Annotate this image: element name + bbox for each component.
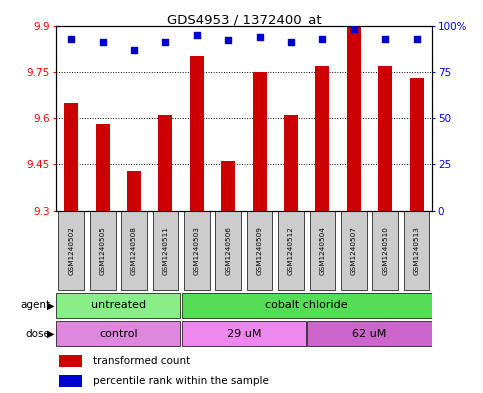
Text: agent: agent xyxy=(21,300,51,310)
Text: cobalt chloride: cobalt chloride xyxy=(265,300,348,310)
Text: GSM1240510: GSM1240510 xyxy=(382,226,388,275)
Bar xyxy=(284,115,298,211)
Bar xyxy=(410,78,424,211)
Bar xyxy=(121,211,147,290)
Point xyxy=(287,39,295,45)
Text: GSM1240502: GSM1240502 xyxy=(68,226,74,275)
Text: GSM1240509: GSM1240509 xyxy=(256,226,263,275)
Bar xyxy=(378,66,392,211)
Bar xyxy=(404,211,429,290)
Point xyxy=(68,35,75,42)
Text: percentile rank within the sample: percentile rank within the sample xyxy=(93,376,269,386)
Bar xyxy=(59,355,82,367)
Text: transformed count: transformed count xyxy=(93,356,190,366)
Text: 29 uM: 29 uM xyxy=(227,329,261,339)
Bar xyxy=(307,321,432,346)
Point xyxy=(224,37,232,44)
Bar xyxy=(58,211,84,290)
Text: GSM1240511: GSM1240511 xyxy=(162,226,169,275)
Bar xyxy=(253,72,267,211)
Point xyxy=(256,33,264,40)
Point xyxy=(412,35,420,42)
Bar xyxy=(127,171,141,211)
Bar xyxy=(182,321,306,346)
Text: dose: dose xyxy=(26,329,51,339)
Text: GSM1240505: GSM1240505 xyxy=(99,226,106,275)
Bar xyxy=(153,211,178,290)
Point xyxy=(130,46,138,53)
Bar xyxy=(190,56,204,211)
Text: ▶: ▶ xyxy=(46,300,54,310)
Bar xyxy=(56,321,181,346)
Bar xyxy=(59,375,82,387)
Bar xyxy=(278,211,304,290)
Bar xyxy=(310,211,335,290)
Point xyxy=(161,39,170,45)
Bar xyxy=(90,211,115,290)
Point xyxy=(319,35,327,42)
Bar xyxy=(372,211,398,290)
Text: GDS4953 / 1372400_at: GDS4953 / 1372400_at xyxy=(167,13,321,26)
Bar xyxy=(64,103,78,211)
Bar xyxy=(184,211,210,290)
Point xyxy=(99,39,107,45)
Text: GSM1240504: GSM1240504 xyxy=(319,226,326,275)
Bar xyxy=(341,211,367,290)
Text: GSM1240507: GSM1240507 xyxy=(351,226,357,275)
Text: GSM1240513: GSM1240513 xyxy=(413,226,420,275)
Point xyxy=(382,35,389,42)
Text: control: control xyxy=(99,329,138,339)
Text: ▶: ▶ xyxy=(46,329,54,339)
Bar xyxy=(158,115,172,211)
Bar xyxy=(56,293,181,318)
Point xyxy=(193,32,201,38)
Bar xyxy=(182,293,432,318)
Bar xyxy=(315,66,329,211)
Text: GSM1240503: GSM1240503 xyxy=(194,226,200,275)
Bar xyxy=(221,161,235,211)
Text: 62 uM: 62 uM xyxy=(352,329,387,339)
Text: GSM1240512: GSM1240512 xyxy=(288,226,294,275)
Text: GSM1240508: GSM1240508 xyxy=(131,226,137,275)
Text: untreated: untreated xyxy=(91,300,146,310)
Text: GSM1240506: GSM1240506 xyxy=(225,226,231,275)
Bar xyxy=(247,211,272,290)
Bar xyxy=(96,124,110,211)
Bar xyxy=(347,26,361,211)
Bar xyxy=(215,211,241,290)
Point xyxy=(350,26,357,32)
